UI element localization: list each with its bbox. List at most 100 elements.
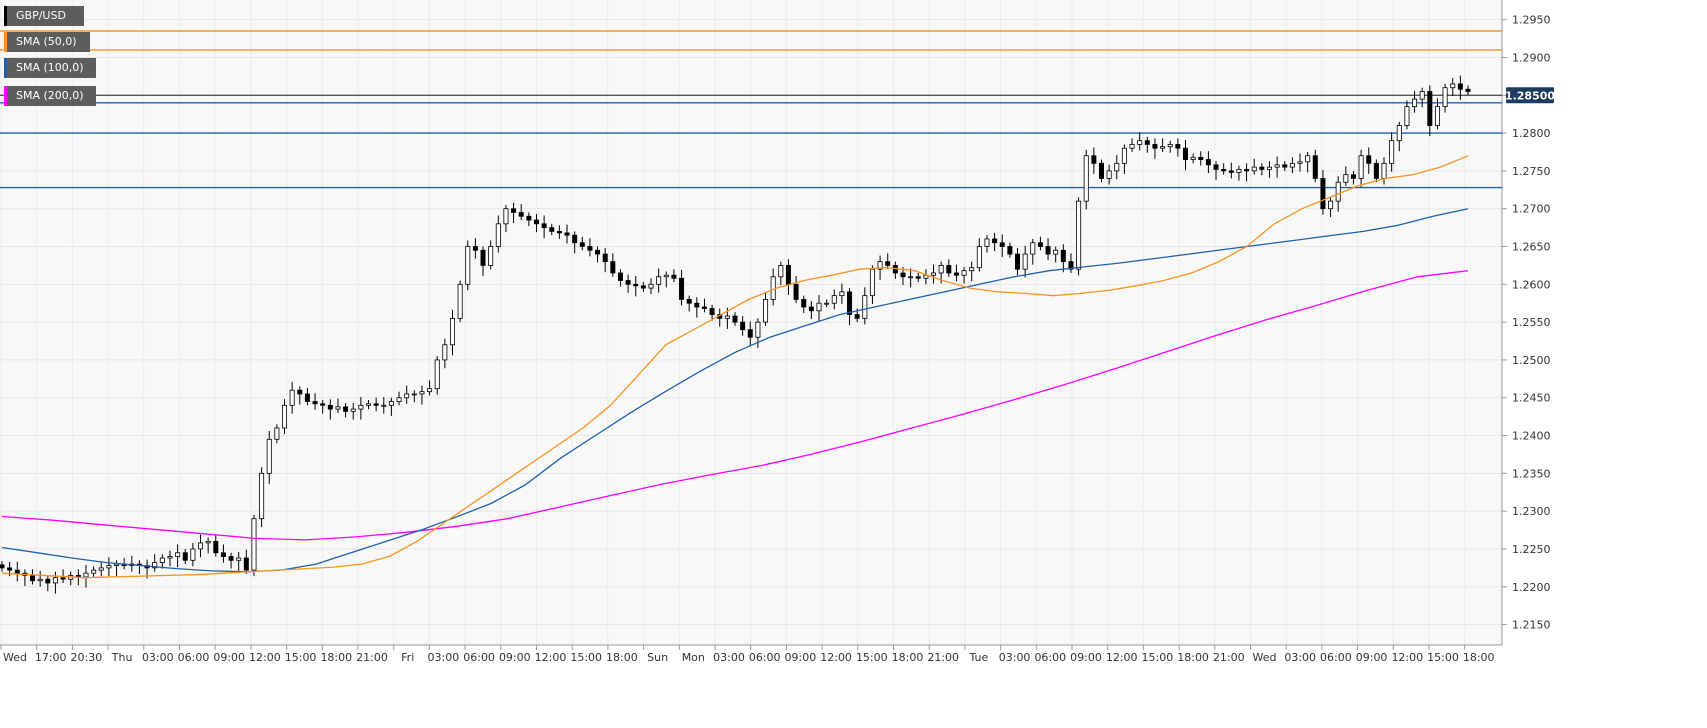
candle-body	[847, 291, 853, 315]
candle-body	[1358, 155, 1364, 179]
candle-body	[793, 283, 799, 300]
candle-body	[617, 272, 623, 281]
candle-body	[30, 575, 36, 582]
y-tick-label: 1.2250	[1512, 543, 1551, 556]
y-tick-label: 1.2150	[1512, 619, 1551, 632]
legend-item-sma-50[interactable]: SMA (50,0)	[4, 32, 90, 52]
candle-body	[1434, 106, 1440, 126]
candle-body	[1091, 155, 1097, 164]
sma-50-line	[1, 155, 1469, 579]
candle-body	[549, 227, 555, 232]
candle-body	[533, 219, 539, 225]
candle-body	[251, 518, 257, 571]
x-tick-label: 15:00	[570, 651, 602, 664]
x-tick-label: Thu	[111, 651, 133, 664]
x-tick-label: 06:00	[1034, 651, 1066, 664]
candle-body	[686, 299, 692, 304]
candle-body	[1152, 144, 1158, 149]
candle-body	[1144, 140, 1150, 145]
candle-body	[854, 314, 860, 319]
candle-body	[1259, 166, 1265, 170]
candle-body	[1427, 91, 1433, 126]
candle-body	[1037, 242, 1043, 247]
candle-body	[656, 276, 662, 285]
candle-body	[1343, 174, 1349, 183]
candle-body	[1015, 253, 1021, 270]
candle-body	[190, 548, 196, 561]
candle-body	[175, 552, 181, 557]
candle-body	[220, 552, 226, 557]
candle-body	[1022, 253, 1028, 270]
candle-body	[1465, 88, 1471, 92]
candle-body	[52, 577, 58, 584]
candle-body	[1251, 166, 1257, 172]
candle-body	[228, 556, 234, 561]
candle-body	[335, 406, 341, 410]
x-tick-label: 09:00	[213, 651, 245, 664]
candle-body	[442, 344, 448, 361]
candle-body	[732, 315, 738, 323]
candle-body	[785, 265, 791, 285]
y-tick-label: 1.2300	[1512, 505, 1551, 518]
candle-body	[1137, 140, 1143, 145]
candle-body	[350, 408, 356, 412]
x-tick-label: 12:00	[1106, 651, 1138, 664]
candle-body	[388, 401, 394, 406]
candle-body	[1198, 156, 1204, 160]
legend-swatch	[4, 32, 7, 52]
candle-body	[1289, 162, 1295, 168]
candle-body	[1106, 170, 1112, 179]
candle-body	[1175, 144, 1181, 149]
x-tick-label: 06:00	[463, 651, 495, 664]
candle-body	[869, 268, 875, 297]
candle-body	[366, 403, 371, 406]
candle-body	[1328, 200, 1334, 210]
candle-body	[83, 572, 89, 578]
legend-item-sma-100[interactable]: SMA (100,0)	[4, 58, 96, 78]
candle-body	[1396, 125, 1402, 142]
candle-body	[14, 569, 20, 574]
x-tick-label: 21:00	[927, 651, 959, 664]
x-tick-label: 18:00	[892, 651, 924, 664]
x-tick-label: 15:00	[1142, 651, 1174, 664]
candle-body	[1244, 168, 1250, 172]
candle-body	[999, 242, 1005, 247]
candle-body	[1076, 200, 1082, 270]
y-tick-label: 1.2800	[1512, 127, 1551, 140]
x-tick-label: 09:00	[785, 651, 817, 664]
candle-body	[1121, 147, 1127, 164]
candle-body	[198, 542, 204, 550]
legend-item-symbol[interactable]: GBP/USD	[4, 6, 84, 26]
candle-body	[266, 438, 272, 474]
candle-body	[640, 285, 646, 289]
candle-body	[541, 223, 547, 229]
candle-body	[908, 276, 914, 279]
candle-body	[404, 393, 410, 399]
candle-body	[1068, 261, 1074, 270]
y-tick-label: 1.2750	[1512, 165, 1551, 178]
candle-body	[427, 388, 433, 393]
candle-body	[770, 276, 776, 300]
candle-body	[381, 404, 387, 407]
candle-body	[1205, 159, 1211, 166]
x-tick-label: 09:00	[499, 651, 531, 664]
candle-body	[801, 299, 807, 308]
x-tick-label: Sun	[647, 651, 668, 664]
x-tick-label: 03:00	[713, 651, 745, 664]
candle-body	[1320, 178, 1326, 210]
legend-swatch	[4, 86, 7, 106]
candle-body	[755, 321, 761, 338]
candle-body	[824, 302, 830, 305]
candle-body	[1007, 246, 1013, 255]
candle-body	[709, 308, 715, 315]
candle-body	[495, 223, 501, 247]
candle-body	[465, 246, 471, 285]
x-tick-label: 03:00	[1284, 651, 1316, 664]
candle-body	[503, 208, 509, 225]
legend-item-sma-200[interactable]: SMA (200,0)	[4, 86, 96, 106]
candle-body	[1350, 174, 1356, 179]
candle-body	[1305, 155, 1311, 163]
candle-body	[243, 557, 249, 571]
candle-body	[648, 283, 654, 289]
